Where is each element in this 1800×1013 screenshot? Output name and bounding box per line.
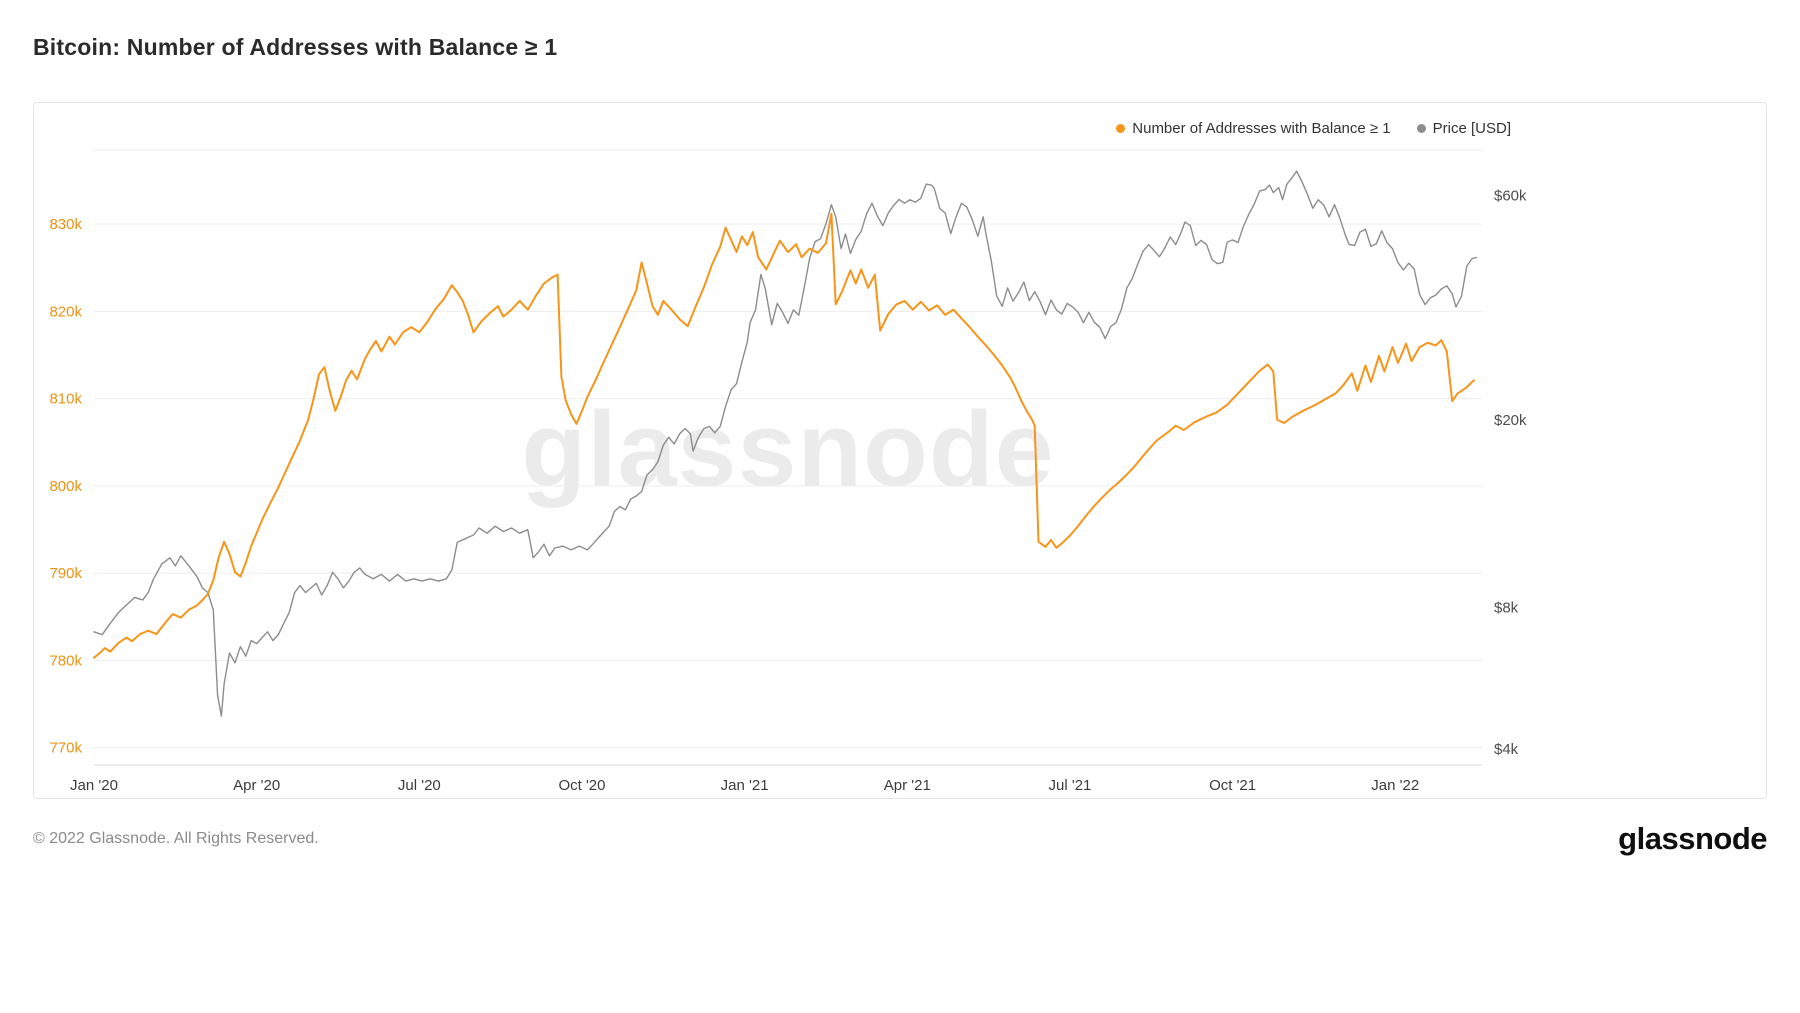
glassnode-watermark: glassnode bbox=[521, 390, 1055, 509]
svg-text:$20k: $20k bbox=[1494, 412, 1527, 429]
svg-text:Apr '21: Apr '21 bbox=[884, 777, 931, 794]
svg-text:810k: 810k bbox=[49, 391, 82, 408]
chart-legend: Number of Addresses with Balance ≥ 1 Pri… bbox=[1116, 120, 1511, 137]
svg-text:Jan '21: Jan '21 bbox=[721, 777, 769, 794]
svg-text:Oct '20: Oct '20 bbox=[558, 777, 605, 794]
legend-item-price[interactable]: Price [USD] bbox=[1416, 120, 1511, 137]
footer: © 2022 Glassnode. All Rights Reserved. g… bbox=[33, 821, 1767, 857]
legend-label-addresses: Number of Addresses with Balance ≥ 1 bbox=[1132, 120, 1391, 137]
legend-dot-addresses-icon bbox=[1116, 124, 1126, 133]
svg-text:770k: 770k bbox=[49, 740, 82, 757]
page-title: Bitcoin: Number of Addresses with Balanc… bbox=[33, 34, 558, 60]
copyright-text: © 2022 Glassnode. All Rights Reserved. bbox=[33, 830, 319, 847]
svg-text:Jan '20: Jan '20 bbox=[70, 777, 118, 794]
svg-text:Oct '21: Oct '21 bbox=[1209, 777, 1256, 794]
svg-text:$8k: $8k bbox=[1494, 599, 1519, 616]
legend-label-price: Price [USD] bbox=[1432, 120, 1511, 137]
page: Bitcoin: Number of Addresses with Balanc… bbox=[33, 34, 1767, 857]
glassnode-logo[interactable]: glassnode bbox=[1618, 821, 1767, 856]
svg-text:$4k: $4k bbox=[1494, 741, 1519, 758]
svg-text:780k: 780k bbox=[49, 652, 82, 669]
legend-dot-price-icon bbox=[1416, 124, 1426, 133]
svg-text:Jan '22: Jan '22 bbox=[1371, 777, 1419, 794]
legend-item-addresses[interactable]: Number of Addresses with Balance ≥ 1 bbox=[1116, 120, 1391, 137]
svg-text:$60k: $60k bbox=[1494, 188, 1527, 205]
svg-text:800k: 800k bbox=[49, 478, 82, 495]
svg-text:Apr '20: Apr '20 bbox=[233, 777, 280, 794]
svg-text:820k: 820k bbox=[49, 303, 82, 320]
svg-text:Jul '20: Jul '20 bbox=[398, 777, 441, 794]
chart-card: glassnode 770k 780k 790k 800k 810k 820k 830k $4… bbox=[33, 102, 1767, 799]
chart-plot[interactable]: 770k 780k 790k 800k 810k 820k 830k $4k $8k $20k $6… bbox=[34, 103, 1767, 799]
svg-text:Jul '21: Jul '21 bbox=[1048, 777, 1091, 794]
svg-text:830k: 830k bbox=[49, 216, 82, 233]
svg-text:790k: 790k bbox=[49, 565, 82, 582]
